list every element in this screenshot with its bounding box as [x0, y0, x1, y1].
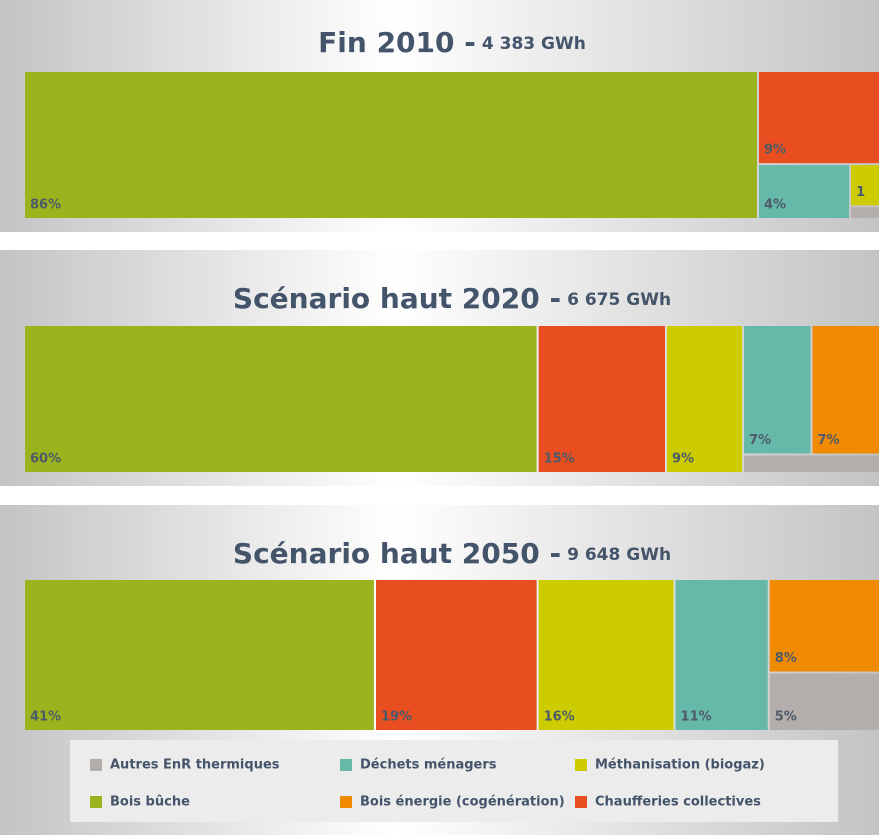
- legend-label: Bois bûche: [110, 795, 190, 810]
- legend-label: Bois énergie (cogénération): [360, 795, 565, 810]
- legend-swatch: [90, 796, 102, 808]
- legend-swatch: [90, 759, 102, 771]
- tile: [675, 580, 768, 730]
- tile: [851, 207, 879, 218]
- legend-label: Déchets ménagers: [360, 758, 497, 773]
- legend-swatch: [575, 759, 587, 771]
- legend-swatch: [575, 796, 587, 808]
- tile: [25, 580, 374, 730]
- tile: [769, 673, 879, 730]
- chart-title: Scénario haut 2050 - 9 648 GWh: [233, 537, 671, 570]
- value-label: 11%: [681, 710, 712, 725]
- tile: [667, 326, 743, 472]
- tile: [744, 455, 879, 472]
- value-label: 7%: [818, 433, 840, 448]
- legend-swatch: [340, 759, 352, 771]
- tile: [851, 165, 879, 206]
- tile: [758, 72, 879, 164]
- value-label: 5%: [775, 710, 797, 725]
- value-label: 7%: [749, 433, 771, 448]
- chart-title: Fin 2010 - 4 383 GWh: [318, 26, 586, 59]
- tile: [538, 580, 674, 730]
- value-label: 16%: [544, 710, 575, 725]
- tile: [25, 326, 537, 472]
- title-text: Fin 2010 -: [318, 26, 476, 59]
- subtitle-text: 9 648 GWh: [567, 545, 671, 565]
- value-label: 9%: [764, 143, 786, 158]
- tile: [538, 326, 665, 472]
- subtitle-text: 6 675 GWh: [567, 290, 671, 310]
- legend-swatch: [340, 796, 352, 808]
- tile: [758, 165, 850, 218]
- value-label: 19%: [381, 710, 412, 725]
- subtitle-text: 4 383 GWh: [482, 34, 586, 54]
- legend-label: Chaufferies collectives: [595, 795, 761, 810]
- value-label: 8%: [775, 651, 797, 666]
- value-label: 60%: [30, 452, 61, 467]
- chart-title: Scénario haut 2020 - 6 675 GWh: [233, 282, 671, 315]
- value-label: 41%: [30, 710, 61, 725]
- tile: [25, 72, 757, 218]
- value-label: 15%: [544, 452, 575, 467]
- value-label: 1: [856, 185, 865, 200]
- value-label: 4%: [764, 198, 786, 213]
- legend-label: Méthanisation (biogaz): [595, 758, 765, 773]
- tile: [744, 326, 811, 454]
- legend-box: [70, 740, 838, 822]
- value-label: 86%: [30, 198, 61, 213]
- tile: [769, 580, 879, 672]
- value-label: 9%: [672, 452, 694, 467]
- tile: [375, 580, 537, 730]
- legend-label: Autres EnR thermiques: [110, 758, 280, 773]
- title-text: Scénario haut 2020 -: [233, 282, 561, 315]
- title-text: Scénario haut 2050 -: [233, 537, 561, 570]
- tile: [812, 326, 879, 454]
